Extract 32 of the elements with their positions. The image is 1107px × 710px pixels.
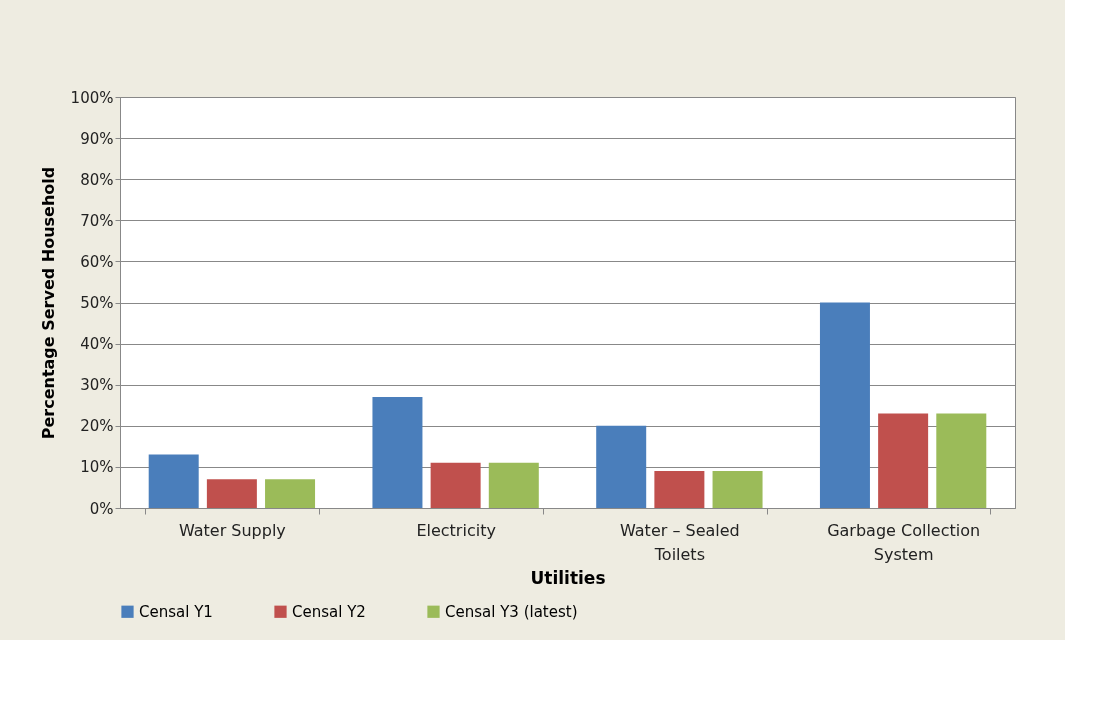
bar [430, 462, 481, 508]
y-tick-label: 60% [80, 252, 114, 271]
y-tick-label: 30% [80, 376, 114, 395]
x-axis-title: Utilities [530, 567, 606, 588]
bar [488, 462, 539, 508]
bar [148, 454, 199, 508]
legend-label: Censal Y2 [292, 602, 366, 621]
bar [878, 413, 929, 508]
x-tick-label: Water – Sealed Toilets [620, 520, 740, 564]
x-tick-label: Electricity [416, 520, 496, 540]
y-tick-label: 10% [80, 458, 114, 477]
y-tick-label: 50% [80, 294, 114, 312]
y-tick-label: 100% [70, 88, 114, 107]
y-tick-label: 40% [80, 335, 114, 354]
y-tick-label: 20% [80, 417, 114, 436]
x-tick-label: Water Supply [178, 520, 286, 540]
y-tick-label: 70% [80, 211, 114, 230]
y-tick-label: 90% [80, 129, 114, 148]
bar [654, 471, 705, 508]
y-tick-label: 80% [80, 170, 114, 189]
x-tick-label: Garbage Collection System [827, 520, 981, 564]
bar [596, 425, 647, 508]
y-axis-title: Percentage Served Household [38, 166, 58, 440]
bar [206, 479, 257, 508]
bar [936, 413, 987, 508]
legend-label: Censal Y3 (latest) [445, 602, 578, 621]
bar [712, 471, 763, 508]
bar [819, 302, 870, 508]
legend-label: Censal Y1 [139, 602, 213, 621]
bar [265, 479, 316, 508]
y-tick-label: 0% [89, 499, 114, 518]
bar [372, 397, 423, 508]
